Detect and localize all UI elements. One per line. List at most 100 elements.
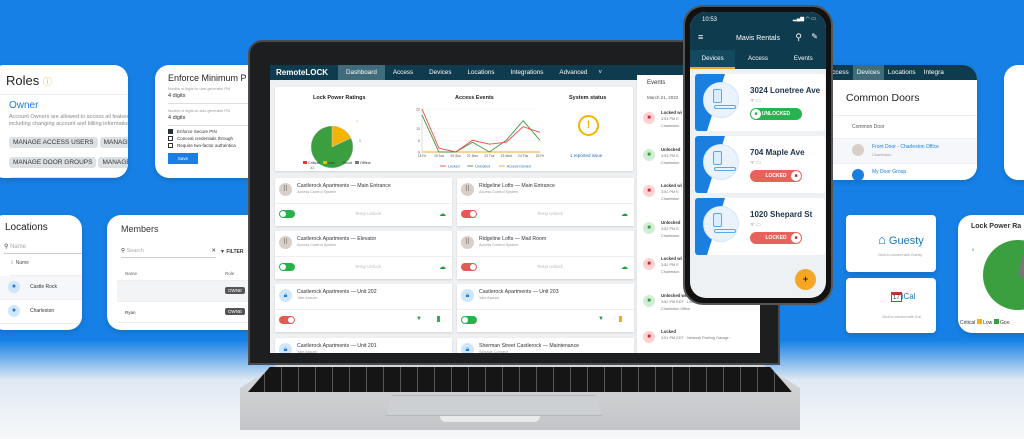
nav-item[interactable]: Locations <box>887 69 916 76</box>
y-tick-label: 6 <box>418 139 420 143</box>
device-name: Ridgeline Lofts — Main Entrance <box>479 183 555 189</box>
legend-offline[interactable]: Offline <box>359 161 371 165</box>
tab-devices[interactable]: Devices <box>690 50 736 69</box>
event-item[interactable]: ■ Unlocked 3:53 PM E Charleston <box>643 146 758 176</box>
location-item[interactable]: ● Charleston <box>0 300 82 324</box>
device-card[interactable]: ⠿ Castlerock Apartments — Main Entrance Ac… <box>275 178 452 226</box>
lock-toggle[interactable] <box>279 210 295 218</box>
device-card[interactable]: 🔒︎ Castlerock Apartments — Unit 203 Yale A… <box>457 284 634 332</box>
event-item[interactable]: ■ Locked 3:51 PM EDT · Network Parking Gar… <box>643 328 758 353</box>
menu-icon[interactable]: ≡ <box>698 32 704 42</box>
temp-unlock-button[interactable]: Temp Unlock <box>537 264 564 269</box>
save-button[interactable]: Save <box>168 153 198 164</box>
y-tick-label: 0 <box>418 151 420 155</box>
keyboard[interactable] <box>248 367 792 392</box>
name-column-header[interactable]: Name <box>125 271 138 276</box>
nav-access[interactable]: Access <box>392 69 414 76</box>
lock-power-title: Lock Power Ra <box>971 223 1022 230</box>
event-item[interactable]: ■ Locked wi 3:52 PM E Charleston <box>643 255 758 285</box>
members-title: Members <box>121 224 159 234</box>
x-tick-label: 18 Fri <box>418 154 427 158</box>
lock-toggle[interactable] <box>461 263 477 271</box>
trackpad[interactable] <box>386 395 602 416</box>
lock-toggle[interactable] <box>279 316 295 324</box>
nav-advanced[interactable]: Advanced ˅ <box>551 65 610 80</box>
temp-unlock-button[interactable]: Temp Unlock <box>537 211 564 216</box>
device-card[interactable]: 🔒︎ Castlerock Apartments — Unit 201 Yale A… <box>275 338 452 353</box>
common-door-item[interactable]: Front Door - Charleston Office Charleston <box>810 138 977 163</box>
checkbox[interactable] <box>168 136 173 142</box>
event-item[interactable]: ■ Locked wi 3:52 PM E Charleston <box>643 182 758 212</box>
legend-critical[interactable]: Critical <box>308 161 320 165</box>
guesty-integration-card[interactable]: ⌂ Guesty Click to connect with Guesty <box>846 215 936 272</box>
warning-icon[interactable]: ! <box>578 115 599 136</box>
device-card[interactable]: 🔒︎ Castlerock Apartments — Unit 202 Yale A… <box>275 284 452 332</box>
locked-button[interactable]: ■ LOCKED <box>750 170 802 182</box>
device-card[interactable]: ⠿ Ridgeline Lofts — Mail Room Access Contr… <box>457 231 634 279</box>
location-item[interactable]: ● Castle Rock <box>0 276 82 300</box>
edit-icon[interactable]: ✎ <box>811 32 818 41</box>
device-card[interactable]: ⠿ Castlerock Apartments — Elevator Access … <box>275 231 452 279</box>
pin-option[interactable]: Enforce Secure PIN <box>168 129 265 136</box>
tab-access[interactable]: Access <box>748 55 768 62</box>
y-tick-label: 22 <box>416 108 420 112</box>
member-search-input[interactable]: ⚲ Search ✕ <box>121 248 216 258</box>
nav-item[interactable]: Integra <box>923 69 944 76</box>
legend-unlocked[interactable]: Unlocked <box>475 165 490 169</box>
nav-dashboard[interactable]: Dashboard <box>338 65 385 80</box>
legend-locked[interactable]: Locked <box>448 165 460 169</box>
locked-button[interactable]: ■ LOCKED <box>750 232 802 244</box>
reported-issue-link[interactable]: 1 reported issue <box>570 153 603 158</box>
name-column-header[interactable]: ⇕ Name <box>10 260 82 276</box>
pie-slice-good[interactable] <box>310 125 354 169</box>
ical-integration-card[interactable]: 17 iCal Click to connect with iCal <box>846 278 936 333</box>
temp-unlock-button[interactable]: Temp Unlock <box>355 264 382 269</box>
legend-good[interactable]: Good <box>342 161 352 165</box>
lock-address: 3024 Lonetree Ave <box>750 86 821 95</box>
temp-unlock-button[interactable]: Temp Unlock <box>355 211 382 216</box>
role-name[interactable]: Owner <box>9 100 39 111</box>
legend-low[interactable]: Low <box>327 161 335 165</box>
nav-locations[interactable]: Locations <box>467 69 495 76</box>
device-name: Ridgeline Lofts — Mail Room <box>479 236 547 242</box>
user-pin-label: Number of digits for user-generated PIN <box>168 87 231 91</box>
role-column-header[interactable]: Role <box>225 271 235 276</box>
roles-card: Roles ⓘ Owner Account Owners are allowed… <box>0 65 128 178</box>
nav-item[interactable]: Access <box>827 69 849 76</box>
auto-pin-field[interactable]: 4 digits <box>168 113 265 126</box>
common-door-item[interactable]: My Door Group <box>810 163 977 180</box>
legend-access-denied[interactable]: Access Denied <box>507 165 531 169</box>
pin-option[interactable]: Require two-factor authentica <box>168 143 265 150</box>
event-item[interactable]: ■ Locked wi 3:53 PM E Charleston <box>643 109 758 139</box>
remotelock-logo[interactable]: RemoteLOCK <box>276 68 329 77</box>
member-row[interactable]: OWNE <box>117 281 267 302</box>
nav-devices[interactable]: Devices <box>429 69 452 76</box>
lock-card[interactable]: 1020 Shepard St ᯤ ▭ ■ LOCKED <box>695 198 825 255</box>
unlocked-button[interactable]: ■ UNLOCKED <box>750 108 802 120</box>
event-item[interactable]: ■ Unlocked 3:52 PM E Charleston <box>643 219 758 249</box>
x-tick-label: 24 Thu <box>518 154 528 158</box>
location-search-input[interactable]: ⚲ Name <box>4 243 82 254</box>
locked-icon: ■ <box>791 233 801 243</box>
lock-card[interactable]: 3024 Lonetree Ave ᯤ ▭ ■ UNLOCKED <box>695 74 825 131</box>
lock-toggle[interactable] <box>461 210 477 218</box>
search-icon[interactable]: ⚲ <box>795 32 802 42</box>
filter-button[interactable]: ▼ FILTER <box>220 249 244 255</box>
tab-events[interactable]: Events <box>793 55 813 62</box>
device-card[interactable]: ⠿ Ridgeline Lofts — Main Entrance Access C… <box>457 178 634 226</box>
checkbox-checked[interactable] <box>168 129 173 135</box>
add-button[interactable]: + <box>795 269 816 290</box>
lock-card[interactable]: 704 Maple Ave ᯤ ▭ ■ LOCKED <box>695 136 825 193</box>
unlocked-icon: ■ <box>643 221 655 234</box>
clear-icon[interactable]: ✕ <box>211 248 216 254</box>
lock-toggle[interactable] <box>461 316 477 324</box>
keypad-icon: ⠿ <box>279 183 292 196</box>
device-card[interactable]: 🔒︎ Sherman Street Castlerock — Maintenanc… <box>457 338 634 353</box>
checkbox[interactable] <box>168 143 173 149</box>
nav-item[interactable]: Devices <box>852 65 884 80</box>
nav-integrations[interactable]: Integrations <box>510 69 544 76</box>
user-pin-field[interactable]: 4 digits <box>168 91 265 104</box>
member-row[interactable]: Ryan OWNE <box>117 302 267 323</box>
lock-toggle[interactable] <box>279 263 295 271</box>
pin-option[interactable]: Conceal credentials through <box>168 136 265 143</box>
